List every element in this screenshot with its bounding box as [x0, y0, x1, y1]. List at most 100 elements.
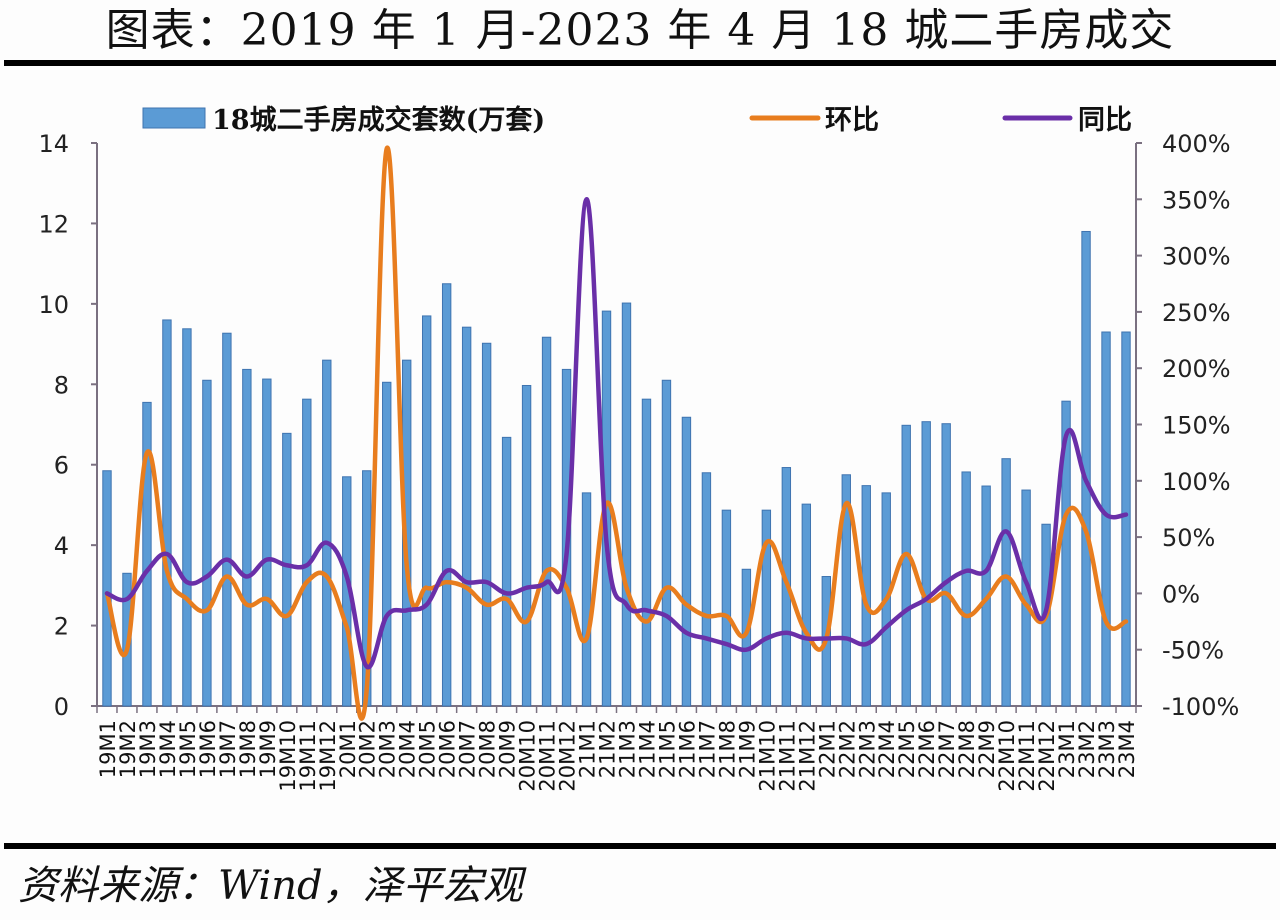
x-axis-tick-label: 20M5	[416, 720, 440, 778]
bar	[421, 315, 432, 707]
right-axis-tick-label: 350%	[1162, 186, 1231, 214]
legend-label-yoy: 同比	[1078, 105, 1132, 136]
x-axis-tick-label: 19M9	[256, 720, 280, 778]
x-axis-tick-label: 19M6	[196, 720, 220, 778]
chart-axes: 0 2 4 6 8 10 12 14 -100% -50% 0% 50% 100% 150% 200% 250…	[38, 130, 1239, 721]
line-series	[104, 145, 1129, 721]
bar	[541, 336, 552, 707]
x-axis-tick-label: 20M6	[436, 720, 460, 778]
x-axis-tick-label: 20M3	[376, 720, 400, 778]
bar	[441, 283, 452, 707]
right-axis-tick-label: 250%	[1162, 299, 1231, 327]
x-axis-tick-label: 21M6	[675, 720, 699, 778]
x-axis-tick-label: 22M6	[915, 720, 939, 778]
source-note: 资料来源：Wind，泽平宏观	[18, 863, 523, 909]
x-axis-tick-label: 22M4	[875, 720, 899, 778]
bar	[262, 378, 272, 707]
bar	[841, 474, 851, 707]
x-axis-tick-label: 19M11	[296, 720, 320, 792]
x-axis-tick-label: 19M7	[216, 720, 240, 778]
right-axis-tick-label: 50%	[1162, 524, 1215, 552]
x-axis-tick-label: 19M4	[156, 720, 180, 778]
x-axis-tick-label: 21M5	[655, 720, 679, 778]
x-axis-tick-label: 20M12	[556, 720, 580, 792]
x-axis-tick-label: 22M11	[1015, 720, 1039, 792]
x-axis-tick-label: 21M12	[795, 720, 819, 792]
bar	[202, 379, 212, 707]
chart-legend: 18城二手房成交套数(万套) 环比 同比	[142, 104, 1132, 136]
x-axis-tick-label: 22M12	[1035, 720, 1059, 792]
bar	[701, 472, 712, 707]
bar	[961, 471, 971, 707]
x-axis-tick-label: 20M7	[456, 720, 480, 778]
x-axis-tick-label: 22M2	[835, 720, 859, 778]
x-axis-tick-label: 19M12	[316, 720, 340, 792]
x-axis-tick-label: 22M9	[975, 720, 999, 778]
x-axis-labels: 19M119M219M319M419M519M619M719M819M919M1…	[96, 720, 1139, 792]
bar	[142, 401, 152, 707]
bar	[721, 509, 732, 707]
x-axis-tick-label: 21M4	[635, 720, 659, 778]
x-axis-tick-label: 19M2	[116, 720, 140, 778]
bar	[661, 379, 672, 707]
bar	[222, 332, 232, 707]
bar	[102, 470, 112, 707]
x-axis-tick-label: 21M3	[615, 720, 639, 778]
bar	[182, 328, 192, 707]
left-axis-tick-label: 8	[54, 371, 69, 399]
chart-canvas: 18城二手房成交套数(万套) 环比 同比 02468101214-100%-50%0…	[38, 104, 1239, 792]
x-axis-tick-label: 22M10	[995, 720, 1019, 792]
right-axis-tick-label: -50%	[1162, 637, 1224, 665]
right-axis-tick-label: 0%	[1162, 580, 1200, 608]
right-axis-tick-label: -100%	[1162, 693, 1239, 721]
x-axis-tick-label: 19M10	[276, 720, 300, 792]
bar	[1061, 400, 1071, 707]
x-axis-tick-label: 20M11	[536, 720, 560, 792]
x-axis-tick-label: 20M1	[336, 720, 360, 778]
bar	[1001, 458, 1011, 707]
bar	[941, 423, 951, 707]
bar	[481, 342, 492, 707]
right-axis-tick-label: 150%	[1162, 412, 1231, 440]
legend-bar-swatch	[142, 107, 206, 129]
source-divider	[4, 843, 1276, 849]
bar-series	[102, 230, 1131, 707]
left-axis-tick-label: 12	[38, 210, 69, 238]
bar	[621, 302, 632, 707]
bar	[681, 416, 692, 707]
x-axis-tick-label: 19M3	[136, 720, 160, 778]
chart-title: 图表：2019 年 1 月-2023 年 4 月 18 城二手房成交	[105, 5, 1175, 56]
x-axis-tick-label: 21M11	[775, 720, 799, 792]
bar	[581, 492, 592, 707]
x-axis-tick-label: 22M8	[955, 720, 979, 778]
x-axis-tick-label: 21M1	[576, 720, 600, 778]
x-axis-tick-label: 19M5	[176, 720, 200, 778]
legend-label-mom: 环比	[825, 105, 879, 136]
x-axis-tick-label: 20M9	[496, 720, 520, 778]
x-axis-tick-label: 20M8	[476, 720, 500, 778]
x-axis-tick-label: 21M9	[735, 720, 759, 778]
x-axis-tick-label: 22M5	[895, 720, 919, 778]
bar	[521, 384, 532, 707]
bar	[641, 398, 652, 707]
x-axis-tick-label: 20M10	[516, 720, 540, 792]
bar	[1121, 331, 1131, 707]
right-axis-tick-label: 100%	[1162, 468, 1231, 496]
right-axis-tick-label: 300%	[1162, 243, 1231, 271]
bar	[1101, 331, 1111, 707]
bar	[761, 509, 772, 707]
left-axis-tick-label: 14	[38, 130, 69, 158]
left-axis-tick-label: 6	[54, 452, 69, 480]
mom-line	[104, 145, 1129, 721]
title-divider	[4, 60, 1276, 66]
bar	[901, 424, 911, 707]
x-axis-tick-label: 19M1	[96, 720, 120, 778]
right-axis-tick-label: 400%	[1162, 130, 1231, 158]
x-axis-tick-label: 21M10	[755, 720, 779, 792]
bar	[302, 398, 312, 707]
x-axis-tick-label: 19M8	[236, 720, 260, 778]
bar	[282, 432, 292, 707]
bar	[921, 421, 931, 707]
x-axis-tick-label: 23M4	[1115, 720, 1139, 778]
left-axis-tick-label: 10	[38, 291, 69, 319]
